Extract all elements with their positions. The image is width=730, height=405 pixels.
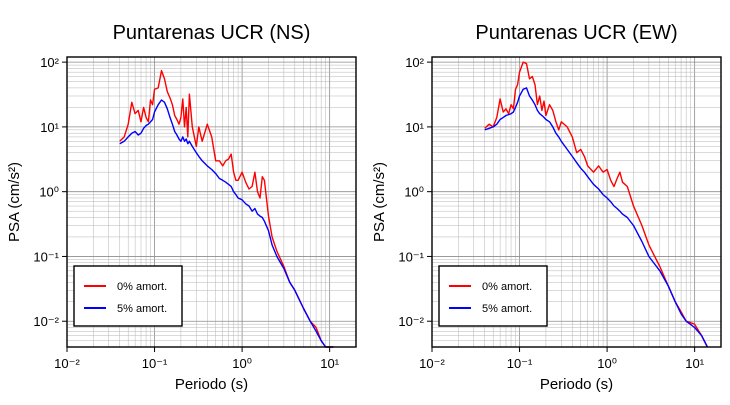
chart-2-x-axis-label: Periodo (s) [540, 376, 613, 393]
chart-2-series-damped-line [484, 87, 709, 348]
chart-2-y-tick-label: 10² [405, 55, 424, 70]
chart-1-y-tick-label: 10⁻² [33, 314, 59, 329]
chart-2-x-tick-label: 10⁰ [597, 356, 617, 371]
chart-2-y-tick-label: 10⁰ [404, 185, 424, 200]
chart-1-x-axis-label: Periodo (s) [175, 376, 248, 393]
chart-1-legend-label: 0% amort. [117, 281, 167, 293]
chart-2-y-axis-label: PSA (cm/s²) [371, 162, 388, 242]
chart-1-x-tick-label: 10⁻² [54, 356, 80, 371]
chart-1-series-damped-line [119, 99, 334, 348]
chart-1-legend-box [73, 265, 183, 327]
chart-1-title: Puntarenas UCR (NS) [113, 22, 311, 44]
chart-1-y-tick-label: 10¹ [40, 120, 59, 135]
chart-2-x-tick-label: 10⁻² [419, 356, 445, 371]
chart-2-x-tick-label: 10¹ [685, 356, 704, 371]
chart-2-y-tick-label: 10¹ [405, 120, 424, 135]
chart-1-y-tick-label: 10² [40, 55, 59, 70]
chart-2-plot-frame [431, 56, 722, 348]
chart-1-y-tick-label: 10⁻¹ [33, 249, 59, 264]
chart-2-title: Puntarenas UCR (EW) [475, 22, 677, 44]
chart-2-y-tick-label: 10⁻² [398, 314, 424, 329]
chart-1-y-axis-label: PSA (cm/s²) [6, 162, 23, 242]
chart-2-y-tick-label: 10⁻¹ [398, 249, 424, 264]
chart-1-series-undamped-line [119, 69, 334, 348]
chart-2-series-undamped-line [484, 61, 709, 348]
chart-2-legend-box [438, 265, 548, 327]
chart-1-plot-frame [66, 56, 357, 348]
chart-1-x-tick-label: 10⁰ [232, 356, 252, 371]
chart-1-x-tick-label: 10⁻¹ [142, 356, 168, 371]
chart-1-legend-label: 5% amort. [117, 303, 167, 315]
chart-2-legend-label: 0% amort. [482, 281, 532, 293]
chart-1-x-tick-label: 10¹ [320, 356, 339, 371]
chart-1-y-tick-label: 10⁰ [39, 185, 59, 200]
chart-2-legend-label: 5% amort. [482, 303, 532, 315]
chart-2-x-tick-label: 10⁻¹ [507, 356, 533, 371]
